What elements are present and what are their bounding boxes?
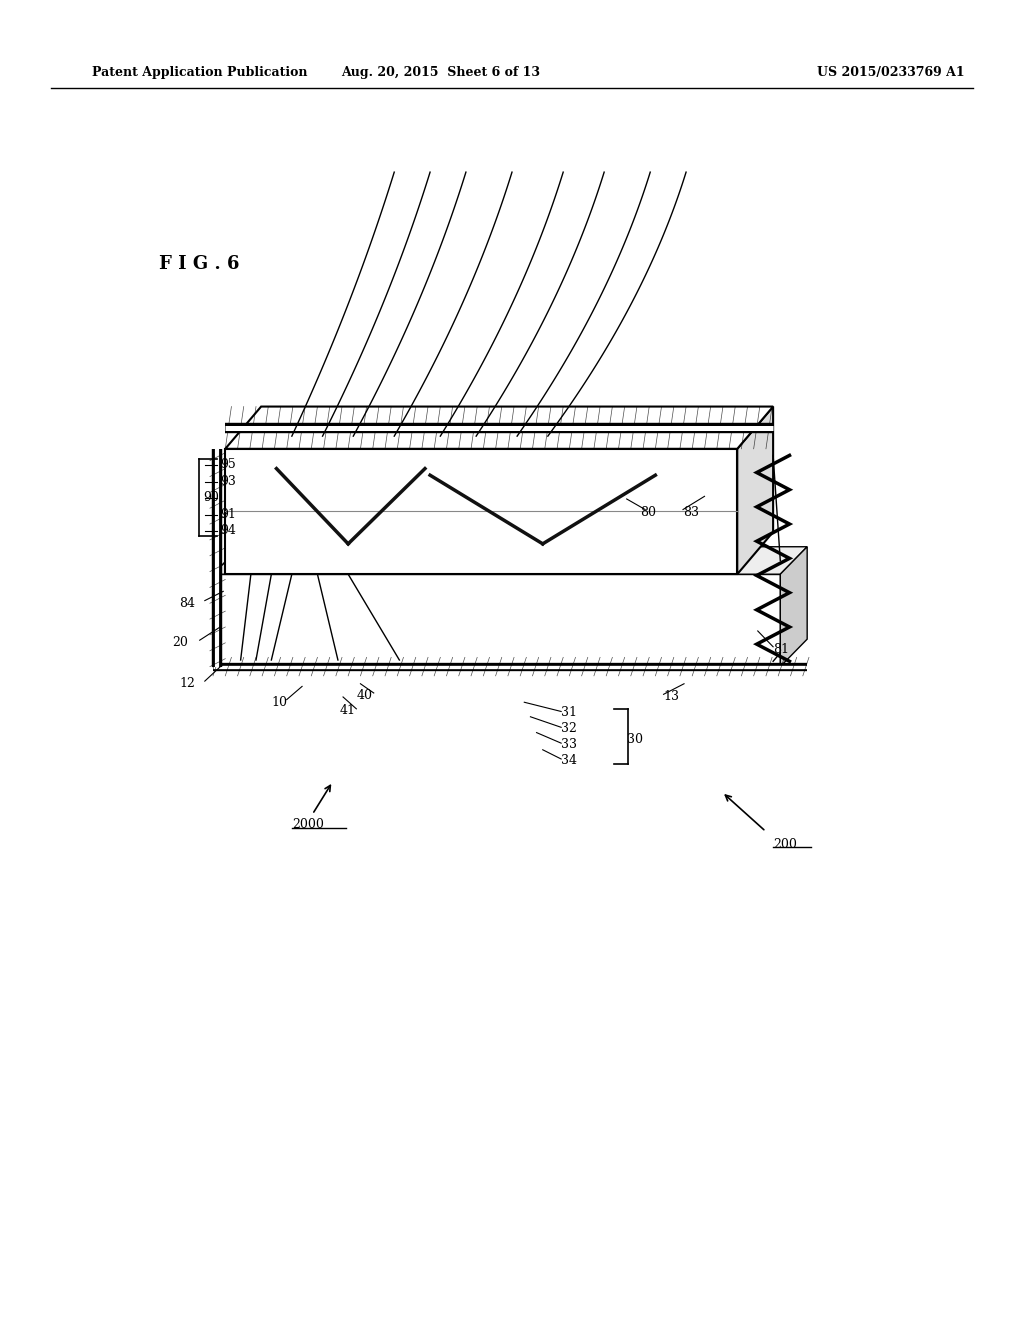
Text: 2000: 2000 bbox=[292, 818, 324, 832]
Text: 12: 12 bbox=[179, 677, 196, 690]
Text: 31: 31 bbox=[561, 706, 578, 719]
Polygon shape bbox=[225, 407, 773, 449]
Text: 80: 80 bbox=[640, 506, 656, 519]
Text: 10: 10 bbox=[271, 696, 288, 709]
Text: 40: 40 bbox=[356, 689, 373, 702]
Text: 81: 81 bbox=[773, 643, 790, 656]
Polygon shape bbox=[780, 546, 807, 667]
Text: 83: 83 bbox=[683, 506, 699, 519]
Text: 90: 90 bbox=[203, 491, 219, 504]
Text: Aug. 20, 2015  Sheet 6 of 13: Aug. 20, 2015 Sheet 6 of 13 bbox=[341, 66, 540, 79]
Text: 91: 91 bbox=[220, 508, 237, 521]
Text: 34: 34 bbox=[561, 754, 578, 767]
Text: 95: 95 bbox=[220, 458, 236, 471]
Polygon shape bbox=[225, 449, 737, 574]
Polygon shape bbox=[737, 407, 773, 574]
Text: 84: 84 bbox=[179, 597, 196, 610]
Text: 32: 32 bbox=[561, 722, 578, 735]
Text: 200: 200 bbox=[773, 838, 797, 851]
Text: 33: 33 bbox=[561, 738, 578, 751]
Text: US 2015/0233769 A1: US 2015/0233769 A1 bbox=[817, 66, 965, 79]
Polygon shape bbox=[213, 546, 807, 574]
Polygon shape bbox=[213, 574, 780, 667]
Text: 93: 93 bbox=[220, 475, 237, 488]
Text: 30: 30 bbox=[627, 733, 643, 746]
Text: F I G . 6: F I G . 6 bbox=[159, 255, 240, 273]
Text: 20: 20 bbox=[172, 636, 188, 649]
Text: 41: 41 bbox=[340, 704, 356, 717]
Text: 94: 94 bbox=[220, 524, 237, 537]
Text: 13: 13 bbox=[664, 690, 680, 704]
Text: Patent Application Publication: Patent Application Publication bbox=[92, 66, 307, 79]
